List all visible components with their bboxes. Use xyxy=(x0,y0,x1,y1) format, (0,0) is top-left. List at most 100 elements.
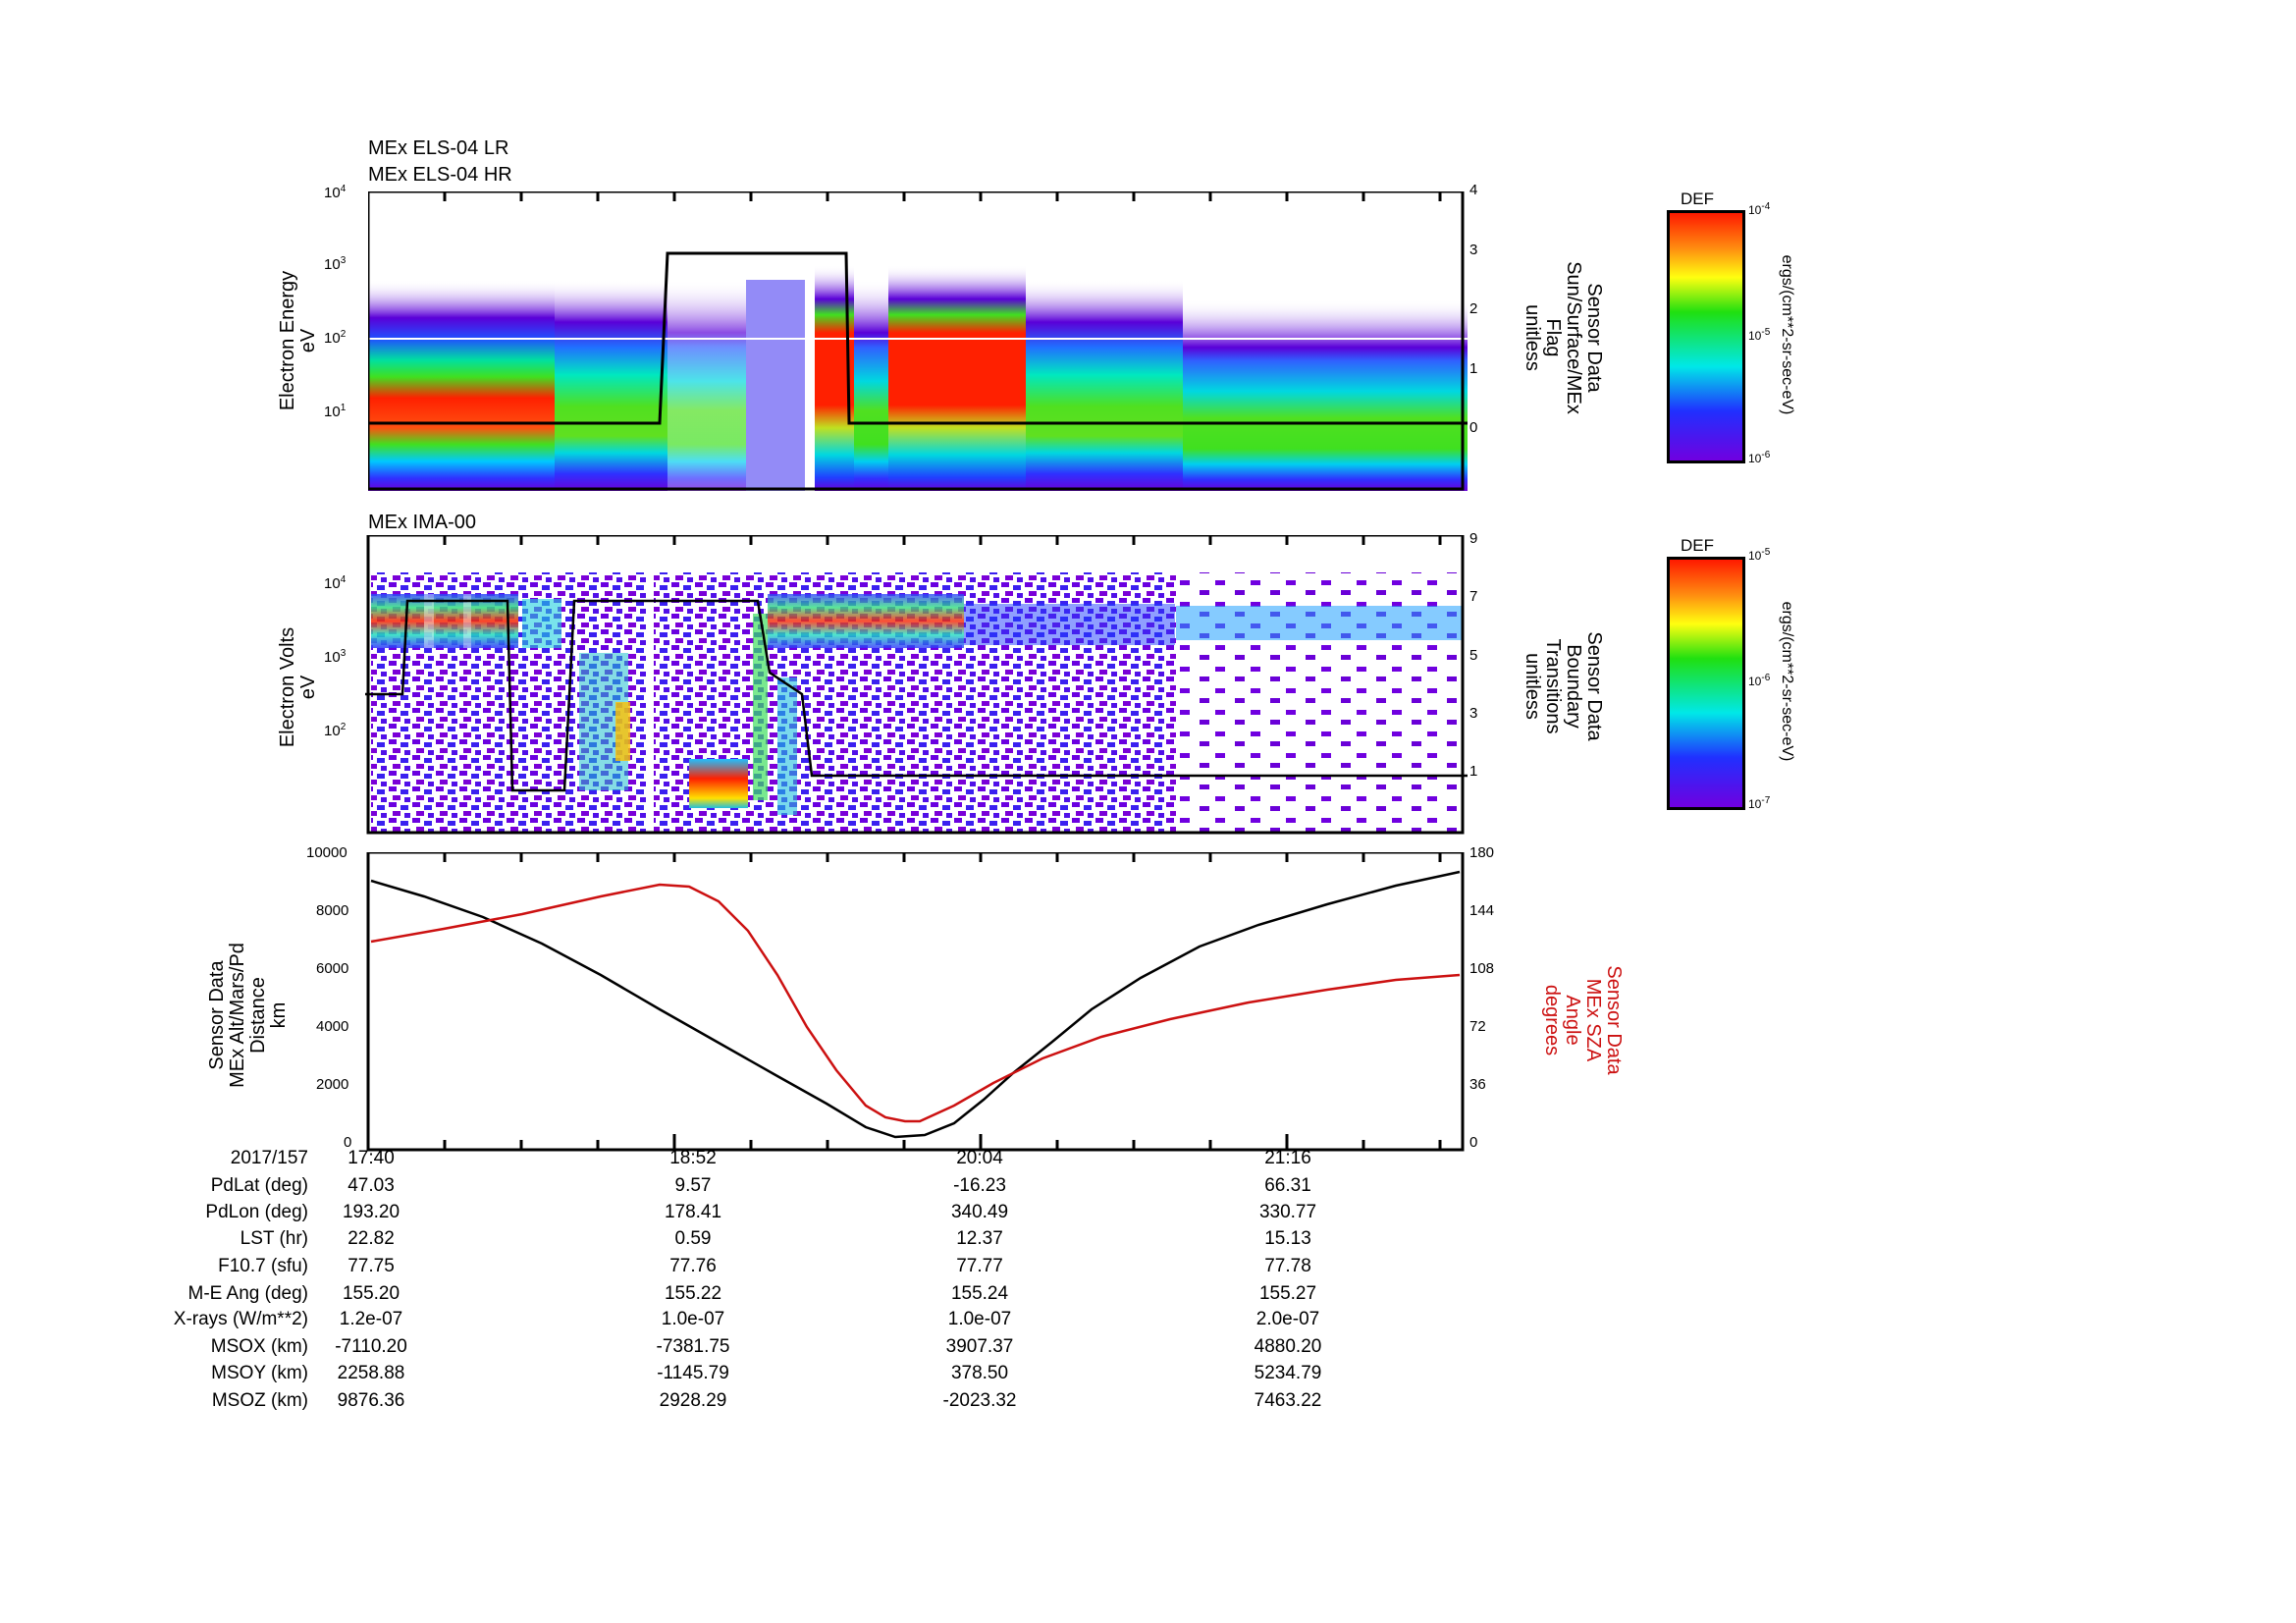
row-label: PdLat (deg) xyxy=(210,1175,308,1196)
panel3-ylabel-line: MEx Alt/Mars/Pd xyxy=(227,943,248,1088)
panel1-rtick: 1 xyxy=(1469,360,1478,377)
panel1-rtick: 4 xyxy=(1469,182,1478,198)
cell: 330.77 xyxy=(1258,1202,1317,1222)
table-row: X-rays (W/m**2) 1.2e-07 1.0e-07 1.0e-07 … xyxy=(0,1309,2296,1335)
cell: 21:16 xyxy=(1264,1148,1311,1168)
panel1-ytick: 103 xyxy=(324,255,347,273)
cell: 2928.29 xyxy=(659,1390,727,1411)
panel3-ytick: 8000 xyxy=(316,902,349,919)
panel2-ylabel-unit: eV xyxy=(297,675,319,700)
panel3-rtick: 180 xyxy=(1469,844,1495,861)
cell: 3907.37 xyxy=(945,1336,1014,1357)
colorbar2-title: DEF xyxy=(1681,536,1714,555)
cell: -7110.20 xyxy=(335,1336,407,1357)
panel3-ytick: 4000 xyxy=(316,1018,349,1035)
cell: 20:04 xyxy=(956,1148,1003,1168)
cell: 77.78 xyxy=(1264,1256,1311,1276)
cell: 178.41 xyxy=(664,1202,722,1222)
cell: 1.2e-07 xyxy=(339,1309,403,1329)
panel2-ylabel: Electron Volts eV xyxy=(277,589,321,785)
cell: 9.57 xyxy=(674,1175,712,1196)
cell: 378.50 xyxy=(950,1363,1009,1383)
panel2-ytick: 104 xyxy=(324,574,347,592)
cell: 155.27 xyxy=(1258,1283,1317,1304)
table-row: F10.7 (sfu) 77.75 77.76 77.77 77.78 xyxy=(0,1256,2296,1282)
cell: 1.0e-07 xyxy=(947,1309,1012,1329)
table-row: MSOZ (km) 9876.36 2928.29 -2023.32 7463.… xyxy=(0,1390,2296,1417)
row-label: X-rays (W/m**2) xyxy=(173,1309,308,1329)
colorbar2-top: 10-5 xyxy=(1748,547,1771,563)
row-label: MSOZ (km) xyxy=(211,1390,308,1411)
cell: 17:40 xyxy=(347,1148,395,1168)
panel3-ylabel-line: Sensor Data xyxy=(206,960,228,1070)
cell: 47.03 xyxy=(347,1175,395,1196)
panel3-ylabel-line: km xyxy=(268,1001,290,1029)
cell: 193.20 xyxy=(342,1202,400,1222)
table-row: LST (hr) 22.82 0.59 12.37 15.13 xyxy=(0,1228,2296,1255)
row-label: M-E Ang (deg) xyxy=(187,1283,309,1304)
cell: 155.24 xyxy=(950,1283,1009,1304)
cell: -1145.79 xyxy=(657,1363,729,1383)
panel1-title-2: MEx ELS-04 HR xyxy=(368,164,512,186)
table-row: 2017/157 17:40 18:52 20:04 21:16 xyxy=(0,1148,2296,1174)
colorbar1-top: 10-4 xyxy=(1748,201,1771,217)
panel3-rlabel-line: MEx SZA xyxy=(1582,978,1604,1062)
panel1-ylabel-line: Electron Energy xyxy=(277,270,298,411)
cell: 9876.36 xyxy=(337,1390,405,1411)
panel2-rtick: 5 xyxy=(1469,647,1478,664)
table-row: MSOX (km) -7110.20 -7381.75 3907.37 4880… xyxy=(0,1336,2296,1363)
row-label: 2017/157 xyxy=(230,1148,308,1168)
cell: 22.82 xyxy=(347,1228,395,1249)
panel3-ytick: 6000 xyxy=(316,960,349,977)
cell: 340.49 xyxy=(950,1202,1009,1222)
row-label: F10.7 (sfu) xyxy=(218,1256,308,1276)
cell: 77.76 xyxy=(669,1256,717,1276)
cell: -16.23 xyxy=(953,1175,1006,1196)
cell: -2023.32 xyxy=(942,1390,1017,1411)
cell: 66.31 xyxy=(1264,1175,1311,1196)
table-row: M-E Ang (deg) 155.20 155.22 155.24 155.2… xyxy=(0,1283,2296,1310)
colorbar1 xyxy=(1667,210,1745,463)
cell: 0.59 xyxy=(674,1228,712,1249)
panel2-ylabel-line: Electron Volts xyxy=(277,626,298,748)
row-label: PdLon (deg) xyxy=(205,1202,308,1222)
panel1-spectrogram xyxy=(368,191,1468,491)
panel3-ylabel-line: Distance xyxy=(247,977,269,1054)
panel2-rlabel-line: unitless xyxy=(1522,653,1543,720)
panel3-rlabel-line: Angle xyxy=(1562,995,1583,1046)
cell: 4880.20 xyxy=(1254,1336,1322,1357)
panel1-ytick: 102 xyxy=(324,329,347,347)
cell: 155.20 xyxy=(342,1283,400,1304)
panel1-rtick: 0 xyxy=(1469,419,1478,436)
panel3-rtick: 36 xyxy=(1469,1076,1486,1093)
cell: 18:52 xyxy=(669,1148,717,1168)
panel3-ylabel: Sensor Data MEx Alt/Mars/Pd Distance km xyxy=(206,907,294,1123)
panel2-right-label: Sensor Data Boundary Transitions unitles… xyxy=(1518,578,1605,794)
panel1-rtick: 3 xyxy=(1469,242,1478,258)
panel1-rlabel-line: unitless xyxy=(1522,304,1543,371)
panel3-rtick: 0 xyxy=(1469,1134,1478,1151)
panel3-rlabel-line: Sensor Data xyxy=(1603,965,1625,1075)
colorbar1-title: DEF xyxy=(1681,189,1714,208)
panel1-ytick: 101 xyxy=(324,403,347,420)
panel2-ytick: 103 xyxy=(324,648,347,666)
cell: 2258.88 xyxy=(337,1363,405,1383)
cell: 155.22 xyxy=(664,1283,722,1304)
panel2-rlabel-line: Boundary xyxy=(1563,644,1584,729)
panel1-rlabel-line: Sun/Surface/MEx xyxy=(1563,261,1584,414)
panel3-rlabel-line: degrees xyxy=(1541,984,1563,1056)
cell: 12.37 xyxy=(956,1228,1003,1249)
panel3-rtick: 144 xyxy=(1469,902,1495,919)
panel3-ytick: 2000 xyxy=(316,1076,349,1093)
colorbar1-units: ergs/(cm**2-sr-sec-eV) xyxy=(1779,254,1795,415)
cell: 77.75 xyxy=(347,1256,395,1276)
colorbar2-units: ergs/(cm**2-sr-sec-eV) xyxy=(1779,601,1795,762)
cell: 2.0e-07 xyxy=(1255,1309,1320,1329)
colorbar2-bottom: 10-7 xyxy=(1748,795,1771,811)
panel2-title: MEx IMA-00 xyxy=(368,512,477,533)
panel2-rlabel-line: Transitions xyxy=(1542,638,1564,734)
cell: -7381.75 xyxy=(656,1336,730,1357)
colorbar2-mid: 10-6 xyxy=(1748,673,1771,688)
cell: 7463.22 xyxy=(1254,1390,1322,1411)
panel1-ylabel: Electron Energy eV xyxy=(277,243,321,439)
